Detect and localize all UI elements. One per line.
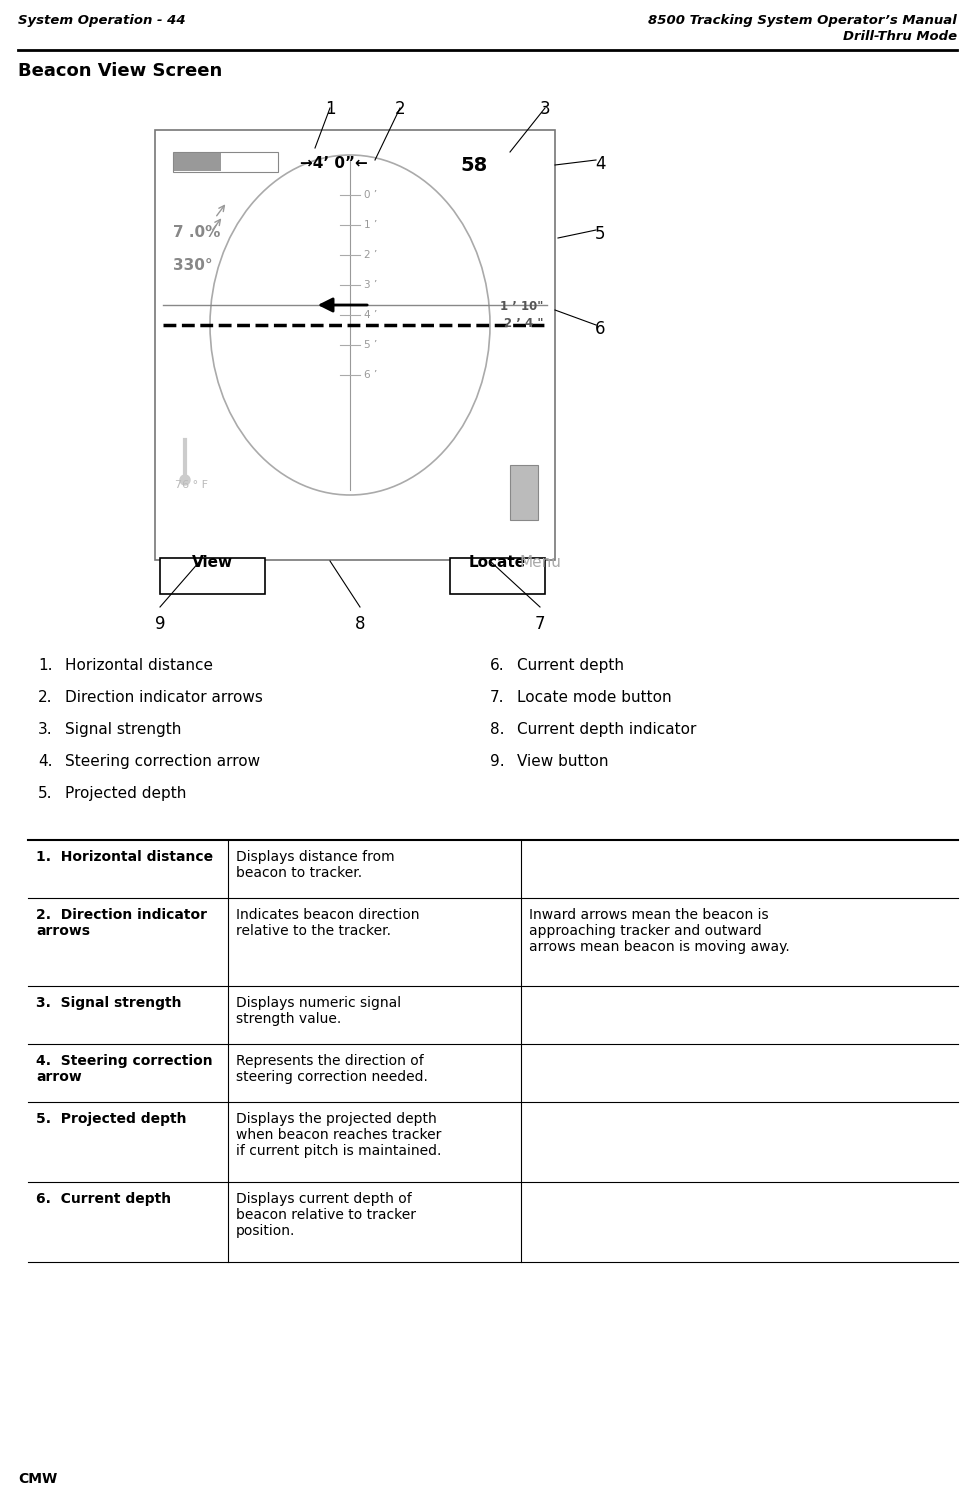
Text: Locate: Locate — [469, 554, 526, 571]
Text: CMW: CMW — [18, 1472, 58, 1486]
Text: 9.: 9. — [490, 754, 505, 769]
Text: Displays the projected depth
when beacon reaches tracker
if current pitch is mai: Displays the projected depth when beacon… — [236, 1112, 442, 1158]
Text: 5.: 5. — [38, 787, 53, 802]
Text: Displays current depth of
beacon relative to tracker
position.: Displays current depth of beacon relativ… — [236, 1192, 416, 1238]
Bar — [160, 557, 265, 595]
Text: Direction indicator arrows: Direction indicator arrows — [65, 690, 263, 705]
Text: 58: 58 — [460, 156, 488, 174]
Text: 4.: 4. — [38, 754, 53, 769]
Text: 2.: 2. — [38, 690, 53, 705]
Text: 5 ’: 5 ’ — [364, 340, 377, 350]
Bar — [174, 153, 221, 171]
Bar — [450, 557, 545, 595]
Text: 3: 3 — [540, 100, 550, 118]
Text: 3.  Signal strength: 3. Signal strength — [36, 995, 181, 1010]
Text: Current depth: Current depth — [517, 659, 624, 673]
Text: Drill-Thru Mode: Drill-Thru Mode — [842, 30, 957, 43]
Text: 330°: 330° — [173, 258, 213, 273]
Text: 8.: 8. — [490, 723, 504, 738]
Text: 6.  Current depth: 6. Current depth — [36, 1192, 172, 1205]
Text: Menu: Menu — [519, 554, 561, 571]
Text: 7.: 7. — [490, 690, 504, 705]
Text: Locate mode button: Locate mode button — [517, 690, 672, 705]
Text: 8500 Tracking System Operator’s Manual: 8500 Tracking System Operator’s Manual — [648, 13, 957, 27]
Text: 4.  Steering correction
arrow: 4. Steering correction arrow — [36, 1053, 213, 1085]
Text: 6: 6 — [595, 320, 605, 338]
Text: View: View — [192, 554, 233, 571]
Text: 1.  Horizontal distance: 1. Horizontal distance — [36, 849, 214, 864]
Text: Steering correction arrow: Steering correction arrow — [65, 754, 260, 769]
Text: 7 .0%: 7 .0% — [173, 225, 220, 240]
Text: 3 ’: 3 ’ — [364, 280, 377, 291]
Text: 6 ’: 6 ’ — [364, 370, 377, 380]
Text: 5: 5 — [595, 225, 605, 243]
Text: Current depth indicator: Current depth indicator — [517, 723, 696, 738]
Text: →4’ 0”←: →4’ 0”← — [300, 156, 368, 171]
Text: 7: 7 — [534, 615, 545, 633]
Text: Beacon View Screen: Beacon View Screen — [18, 63, 222, 80]
Text: 1 ’: 1 ’ — [364, 221, 377, 229]
Text: Displays distance from
beacon to tracker.: Displays distance from beacon to tracker… — [236, 849, 395, 881]
Text: 1: 1 — [325, 100, 335, 118]
Text: 4 ’: 4 ’ — [364, 310, 377, 320]
Text: Projected depth: Projected depth — [65, 787, 186, 802]
Text: 1.: 1. — [38, 659, 53, 673]
Text: 1 ’ 10": 1 ’ 10" — [499, 299, 543, 313]
Text: 6.: 6. — [490, 659, 505, 673]
Bar — [173, 152, 278, 171]
Text: Inward arrows mean the beacon is
approaching tracker and outward
arrows mean bea: Inward arrows mean the beacon is approac… — [528, 907, 790, 955]
Text: Represents the direction of
steering correction needed.: Represents the direction of steering cor… — [236, 1053, 428, 1085]
Bar — [510, 465, 538, 520]
Text: 0 ’: 0 ’ — [364, 191, 377, 200]
Bar — [155, 130, 555, 560]
Ellipse shape — [210, 155, 490, 495]
Text: Signal strength: Signal strength — [65, 723, 181, 738]
Text: Horizontal distance: Horizontal distance — [65, 659, 213, 673]
Text: 9: 9 — [155, 615, 165, 633]
Text: 76 ° F: 76 ° F — [175, 480, 208, 490]
Text: 4: 4 — [595, 155, 605, 173]
Text: System Operation - 44: System Operation - 44 — [18, 13, 185, 27]
Text: 8: 8 — [355, 615, 366, 633]
Text: 2 ’ 4 ": 2 ’ 4 " — [503, 317, 543, 329]
Text: 5.  Projected depth: 5. Projected depth — [36, 1112, 186, 1126]
Text: View button: View button — [517, 754, 608, 769]
Text: 3.: 3. — [38, 723, 53, 738]
Text: Indicates beacon direction
relative to the tracker.: Indicates beacon direction relative to t… — [236, 907, 419, 939]
Text: 2: 2 — [395, 100, 406, 118]
Circle shape — [180, 475, 190, 486]
Text: 2 ’: 2 ’ — [364, 250, 377, 259]
Text: Displays numeric signal
strength value.: Displays numeric signal strength value. — [236, 995, 401, 1027]
Text: 2.  Direction indicator
arrows: 2. Direction indicator arrows — [36, 907, 207, 939]
